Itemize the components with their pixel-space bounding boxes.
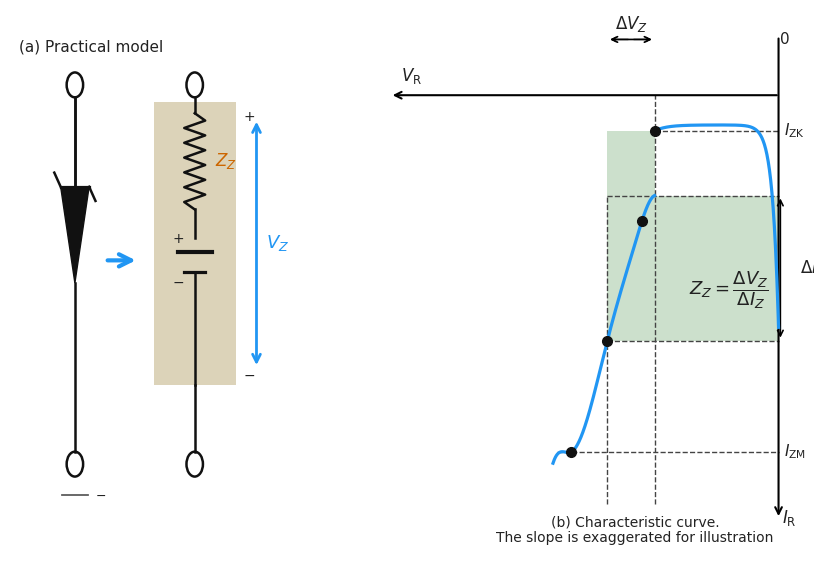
Text: (b) Characteristic curve.
The slope is exaggerated for illustration: (b) Characteristic curve. The slope is e… bbox=[497, 515, 773, 546]
Text: $\Delta I_Z$: $\Delta I_Z$ bbox=[800, 258, 814, 278]
Text: $V_{\mathrm{R}}$: $V_{\mathrm{R}}$ bbox=[400, 66, 422, 86]
Text: $+$: $+$ bbox=[243, 110, 256, 125]
Text: $I_{\mathrm{ZK}}$: $I_{\mathrm{ZK}}$ bbox=[784, 122, 805, 140]
Bar bbox=[607, 131, 654, 196]
Text: $I_{\mathrm{ZM}}$: $I_{\mathrm{ZM}}$ bbox=[784, 443, 806, 461]
Bar bbox=[154, 102, 236, 385]
Text: $-$: $-$ bbox=[95, 489, 107, 501]
Text: $V_Z$: $V_Z$ bbox=[266, 233, 289, 254]
Text: $\Delta V_Z$: $\Delta V_Z$ bbox=[615, 14, 647, 35]
Text: $Z_Z = \dfrac{\Delta V_Z}{\Delta I_Z}$: $Z_Z = \dfrac{\Delta V_Z}{\Delta I_Z}$ bbox=[689, 269, 769, 311]
Text: $+$: $+$ bbox=[173, 233, 184, 246]
Polygon shape bbox=[61, 187, 89, 283]
Text: $-$: $-$ bbox=[173, 275, 185, 289]
Text: 0: 0 bbox=[781, 32, 790, 47]
Bar bbox=[607, 196, 778, 341]
Text: $Z_Z$: $Z_Z$ bbox=[215, 151, 237, 171]
Text: $I_{\mathrm{R}}$: $I_{\mathrm{R}}$ bbox=[782, 508, 797, 528]
Text: $-$: $-$ bbox=[243, 368, 256, 382]
Text: (a) Practical model: (a) Practical model bbox=[19, 40, 163, 55]
